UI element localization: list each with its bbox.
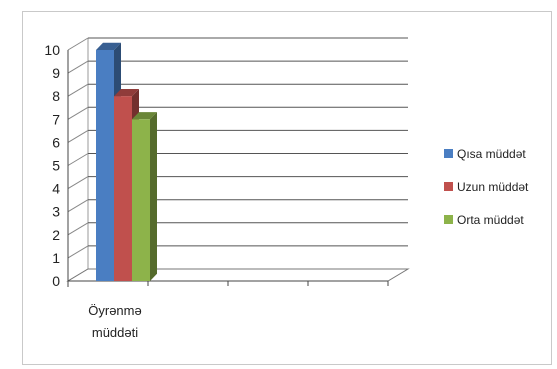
grid-depth-line (67, 37, 89, 51)
bars-layer (96, 42, 157, 281)
y-tick-label: 9 (52, 65, 60, 81)
grid-depth-line (67, 176, 89, 190)
y-tick-label: 7 (52, 111, 60, 127)
bar-top (114, 89, 139, 97)
legend: Qısa müddət Uzun müddət Orta müddət (444, 147, 529, 227)
grid-depth-line (67, 106, 89, 120)
grid-depth-line (67, 245, 89, 259)
y-tick-label: 2 (52, 227, 60, 243)
y-tick-label: 3 (52, 204, 60, 220)
bar (96, 50, 114, 281)
y-tick-label: 1 (52, 250, 60, 266)
category-label: Öyrənmə müddəti (88, 303, 141, 340)
legend-label: Orta müddət (457, 213, 524, 227)
grid-depth-line (67, 83, 89, 97)
bar-top (96, 42, 121, 50)
y-tick-label: 5 (52, 158, 60, 174)
legend-label: Uzun müddət (457, 180, 529, 194)
y-tick-label: 4 (52, 181, 60, 197)
grid-depth-line (67, 222, 89, 236)
legend-swatch (444, 182, 453, 191)
axis-layer: 0 1 2 3 4 5 6 7 8 9 10 Öyrənmə müddəti (44, 42, 389, 340)
y-tick-label: 10 (44, 42, 60, 58)
grid-depth-line (67, 129, 89, 143)
grid-depth-line (67, 153, 89, 166)
y-tick-label: 6 (52, 134, 60, 150)
y-tick-label: 0 (52, 273, 60, 289)
bar-side (150, 112, 157, 281)
grid-depth-line (67, 199, 89, 213)
bar (132, 119, 150, 281)
legend-label: Qısa müddət (457, 147, 526, 161)
y-tick-label: 8 (52, 88, 60, 104)
bar (114, 96, 132, 281)
legend-swatch (444, 215, 453, 224)
bar-top (132, 112, 157, 120)
grid-depth-line (67, 60, 89, 74)
legend-swatch (444, 149, 453, 158)
